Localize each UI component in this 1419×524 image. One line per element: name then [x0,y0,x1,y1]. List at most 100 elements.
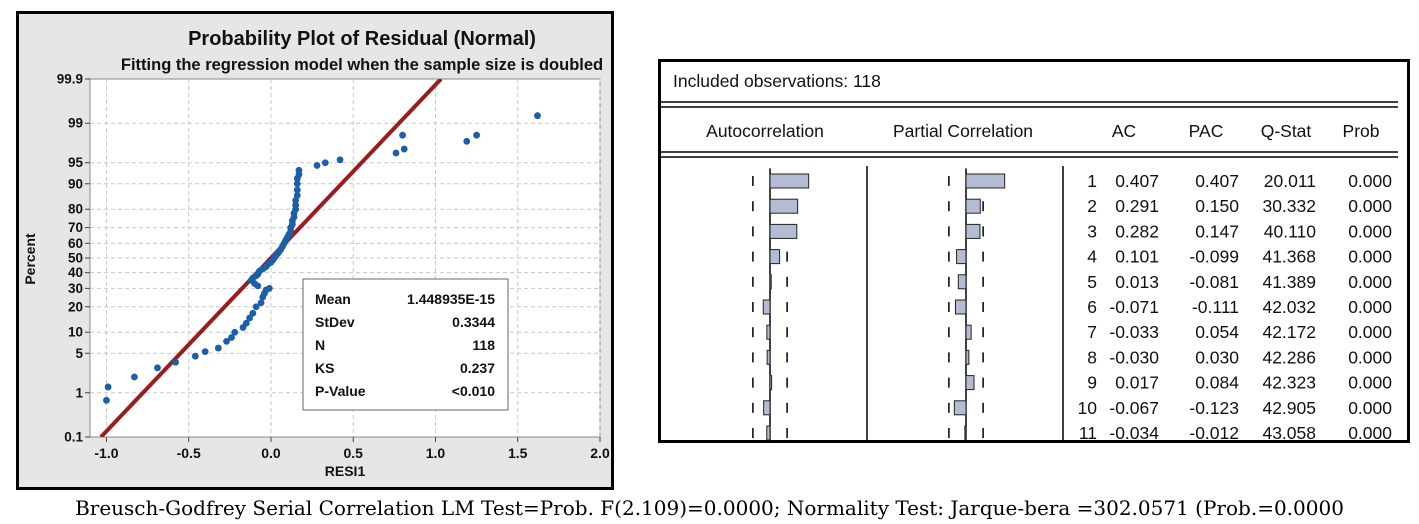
data-point [293,186,301,194]
column-header: Q-Stat [1261,121,1312,141]
q-stat-cell: 20.011 [1264,171,1316,191]
data-point [249,309,257,317]
stat-label: KS [315,360,334,376]
y-tick-label: 0.1 [64,430,83,445]
data-point [463,137,471,145]
data-point [201,348,209,356]
prob-cell: 0.000 [1348,398,1392,418]
pac-bar [954,299,967,315]
data-point [257,299,265,307]
data-point [228,334,235,341]
q-stat-cell: 41.389 [1262,272,1316,292]
q-stat-cell: 41.368 [1262,247,1316,267]
data-point [231,328,239,336]
y-tick-label: 10 [68,325,83,340]
prob-cell: 0.000 [1348,423,1392,440]
data-point [154,364,161,372]
pac-cell: 0.150 [1195,196,1239,216]
y-tick-label: 20 [68,299,83,314]
lag-cell: 5 [1087,272,1097,292]
ac-bar [769,249,781,265]
ac-cell: 0.291 [1115,196,1159,216]
ac-bar [769,198,799,214]
x-axis-ticks: -1.0 -0.5 0.0 0.5 1.0 1.5 2.0 [94,437,610,461]
x-tick-label: -0.5 [177,445,201,461]
q-stat-cell: 42.323 [1262,373,1316,393]
pac-bar [965,198,981,214]
lag-cell: 6 [1087,297,1097,317]
ac-cell: 0.282 [1115,221,1159,241]
pac-bar [953,400,967,416]
stats-legend-box [302,278,509,411]
stat-label: Mean [315,291,351,307]
column-header: Prob [1343,121,1380,141]
prob-cell: 0.000 [1348,171,1392,191]
x-tick-label: -1.0 [94,445,118,461]
lag-cell: 9 [1087,373,1097,393]
x-tick-label: 0.5 [343,445,363,461]
pac-bar [965,223,981,239]
x-tick-label: 0.0 [261,445,281,461]
prob-cell: 0.000 [1348,196,1392,216]
pac-bar [964,425,967,440]
y-axis-label: Percent [22,233,38,285]
correlogram-row: 11 -0.034 -0.012 43.058 0.000 [752,420,1392,440]
stat-value: 0.237 [460,360,495,376]
column-headers: Autocorrelation Partial Correlation AC PAC Q… [706,121,1379,141]
probability-plot-panel: 0.1 1 5 10 20 30 40 50 60 70 80 90 95 99 99.9 -1.0 -0.5… [16,11,614,490]
pac-cell: 0.084 [1195,373,1239,393]
pac-cell: 0.054 [1195,322,1239,342]
data-point [131,373,138,381]
stat-label: N [315,337,325,353]
data-point [400,145,408,153]
data-point [293,192,301,199]
data-point [293,180,301,188]
data-point [336,156,344,164]
correlogram-row: 4 0.101 -0.099 41.368 0.000 [752,244,1392,270]
x-tick-label: 2.0 [590,445,610,461]
stat-value: 0.3344 [452,314,495,330]
lag-cell: 3 [1087,221,1097,241]
y-tick-label: 90 [68,176,83,191]
ac-bar [763,400,771,416]
ac-bar [769,375,773,391]
stat-label: P-Value [315,383,366,399]
observations-header: Included observations: 118 [673,71,881,91]
correlogram-row: 2 0.291 0.150 30.332 0.000 [752,193,1392,219]
lag-cell: 1 [1087,171,1097,191]
q-stat-cell: 42.032 [1262,297,1316,317]
pac-cell: -0.111 [1192,297,1239,317]
pac-cell: 0.407 [1195,171,1239,191]
y-tick-label: 30 [68,281,83,296]
pac-bar [965,375,975,391]
prob-cell: 0.000 [1348,347,1392,367]
prob-cell: 0.000 [1348,272,1392,292]
x-tick-label: 1.5 [508,445,528,461]
q-stat-cell: 43.058 [1262,423,1316,440]
y-tick-label: 99 [68,116,83,131]
ac-bar [762,299,771,315]
ac-cell: -0.067 [1109,398,1159,418]
chart-title: Probability Plot of Residual (Normal) [188,28,536,50]
data-point [103,396,110,404]
data-point [313,162,321,169]
lag-cell: 4 [1087,247,1097,267]
correlogram-rows: 1 0.407 0.407 20.011 0.000 2 0.291 0.150 30.332 0… [752,168,1392,440]
data-point [252,303,260,311]
pac-cell: 0.147 [1195,221,1239,241]
correlogram-row: 9 0.017 0.084 42.323 0.000 [752,370,1392,396]
stat-value: <0.010 [452,383,495,399]
column-header: Partial Correlation [893,121,1033,141]
pac-bar [956,249,967,265]
data-point [223,337,230,345]
ac-cell: -0.030 [1109,347,1159,367]
y-tick-label: 80 [68,202,83,217]
data-point [399,131,406,139]
lag-cell: 10 [1078,398,1098,418]
pac-bar [965,173,1006,189]
correlogram-row: 6 -0.071 -0.111 42.032 0.000 [752,294,1392,320]
correlogram-row: 7 -0.033 0.054 42.172 0.000 [752,319,1392,345]
correlogram-row: 3 0.282 0.147 40.110 0.000 [752,218,1392,244]
prob-cell: 0.000 [1348,221,1392,241]
column-header: AC [1112,121,1136,141]
